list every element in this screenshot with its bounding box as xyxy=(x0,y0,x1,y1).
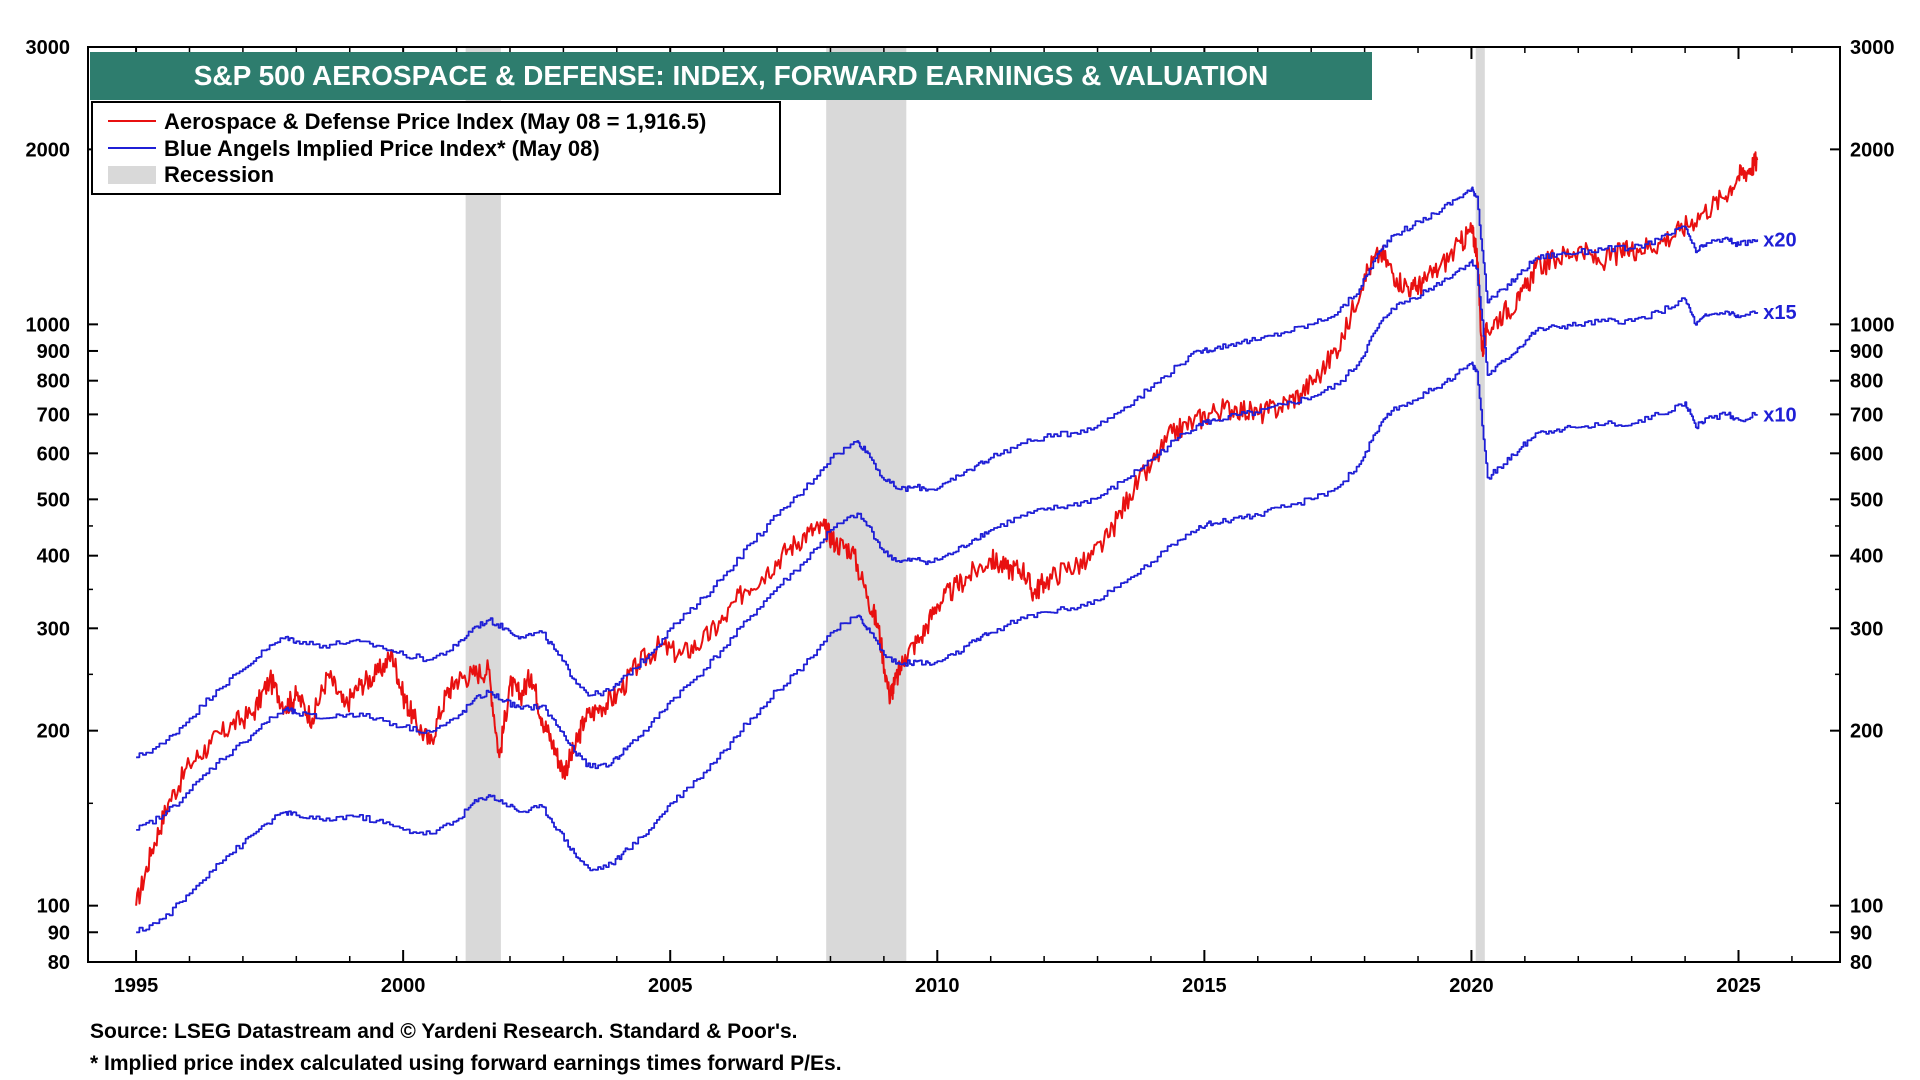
recession-band-1 xyxy=(465,47,501,962)
legend-label-recession: Recession xyxy=(164,162,274,187)
x-tick-label: 2020 xyxy=(1449,975,1494,997)
x-tick-label: 2010 xyxy=(915,975,960,997)
chart-title: S&P 500 AEROSPACE & DEFENSE: INDEX, FORW… xyxy=(194,60,1269,91)
legend-swatch-recession xyxy=(108,166,156,184)
series-label-x20: x20 xyxy=(1763,229,1796,251)
series-lines: x20 x15 x10 xyxy=(135,151,1797,934)
x-tick-label: 2015 xyxy=(1182,975,1227,997)
x-tick-label: 2005 xyxy=(648,975,693,997)
chart-title-banner: S&P 500 AEROSPACE & DEFENSE: INDEX, FORW… xyxy=(90,52,1372,100)
y-tick-label-right: 800 xyxy=(1850,371,1883,393)
legend-label-implied: Blue Angels Implied Price Index* (May 08… xyxy=(164,136,600,161)
legend-label-price: Aerospace & Defense Price Index (May 08 … xyxy=(164,109,706,134)
series-line-x10 xyxy=(136,361,1759,934)
plot-frame xyxy=(87,46,1841,963)
y-tick-label-left: 1000 xyxy=(26,314,71,336)
y-tick-label-right: 80 xyxy=(1850,952,1872,974)
series-line-x15 xyxy=(136,259,1759,831)
series-label-x15: x15 xyxy=(1763,302,1796,324)
y-tick-label-left: 600 xyxy=(37,443,70,465)
title-background xyxy=(90,52,1372,100)
y-tick-label-right: 300 xyxy=(1850,618,1883,640)
legend: Aerospace & Defense Price Index (May 08 … xyxy=(91,101,781,195)
y-tick-label-left: 2000 xyxy=(26,139,71,161)
y-tick-label-left: 200 xyxy=(37,721,70,743)
y-tick-label-left: 300 xyxy=(37,618,70,640)
y-tick-label-right: 500 xyxy=(1850,489,1883,511)
x-tick-label: 2025 xyxy=(1716,975,1761,997)
series-line-price-index xyxy=(135,151,1759,906)
y-tick-label-right: 100 xyxy=(1850,896,1883,918)
axis-ticks: 80 80 90 90 100 100 200 200 300 300 400 400 500 500 60… xyxy=(26,37,1895,997)
legend-box xyxy=(91,101,781,195)
y-tick-label-right: 1000 xyxy=(1850,314,1895,336)
y-tick-label-right: 900 xyxy=(1850,341,1883,363)
recession-bands xyxy=(465,47,1485,962)
y-tick-label-right: 2000 xyxy=(1850,139,1895,161)
y-tick-label-left: 900 xyxy=(37,341,70,363)
y-tick-label-left: 80 xyxy=(48,952,70,974)
y-tick-label-right: 400 xyxy=(1850,546,1883,568)
y-tick-label-right: 3000 xyxy=(1850,37,1895,59)
recession-band-3 xyxy=(1475,47,1485,962)
y-tick-label-right: 90 xyxy=(1850,922,1872,944)
y-tick-label-right: 700 xyxy=(1850,404,1883,426)
x-tick-label: 1995 xyxy=(114,975,159,997)
series-line-x20 xyxy=(136,186,1759,759)
y-tick-label-left: 400 xyxy=(37,546,70,568)
y-tick-label-right: 600 xyxy=(1850,443,1883,465)
y-tick-label-left: 90 xyxy=(48,922,70,944)
y-tick-label-right: 200 xyxy=(1850,721,1883,743)
y-tick-label-left: 3000 xyxy=(26,37,71,59)
x-tick-label: 2000 xyxy=(381,975,426,997)
y-tick-label-left: 500 xyxy=(37,489,70,511)
source-note: Source: LSEG Datastream and © Yardeni Re… xyxy=(90,1020,798,1043)
y-tick-label-left: 800 xyxy=(37,371,70,393)
y-tick-label-left: 700 xyxy=(37,404,70,426)
series-label-x10: x10 xyxy=(1763,404,1796,426)
recession-band-2 xyxy=(826,47,907,962)
implied-footnote: * Implied price index calculated using f… xyxy=(90,1052,842,1075)
y-tick-label-left: 100 xyxy=(37,896,70,918)
